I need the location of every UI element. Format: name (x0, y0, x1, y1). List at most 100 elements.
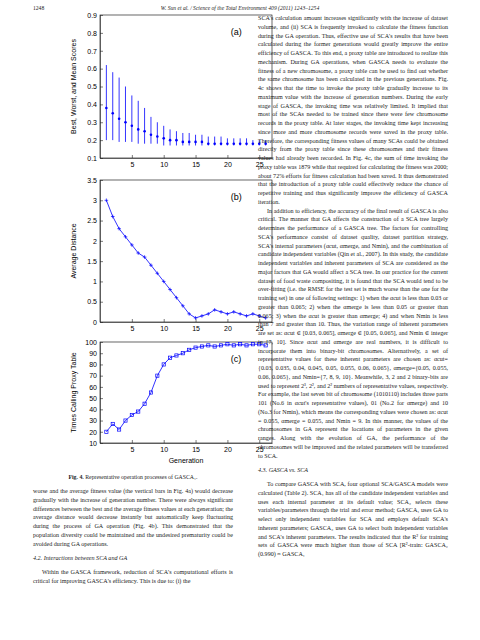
y-tick: 1.5 (87, 258, 103, 265)
y-tick-mark (100, 15, 103, 16)
y-tick: 0.6 (87, 65, 103, 72)
data-marker (194, 346, 197, 349)
x-tick: 10 (160, 440, 168, 453)
figure: 5101520250.10.20.30.40.50.60.70.80.9Best… (0, 0, 290, 470)
data-marker (238, 312, 242, 316)
mean-marker (124, 121, 127, 124)
data-marker (219, 310, 223, 314)
text-column: SCA's calculation amount increases signi… (258, 14, 448, 559)
data-marker (175, 354, 178, 357)
y-tick-mark (100, 158, 103, 159)
y-tick: 2 (93, 238, 103, 245)
y-tick-label: 0.7 (87, 47, 97, 54)
mean-marker (156, 135, 159, 138)
y-tick-label: 3 (93, 197, 97, 204)
x-tick: 5 (130, 155, 134, 168)
y-tick-label: 10 (89, 440, 97, 447)
data-marker (156, 272, 160, 276)
x-tick-label: 5 (130, 161, 134, 168)
range-bar (208, 137, 209, 146)
x-tick: 20 (224, 440, 232, 453)
y-tick-mark (100, 409, 103, 410)
mean-marker (105, 107, 108, 110)
x-tick-mark (132, 155, 133, 158)
y-tick-mark (100, 421, 103, 422)
y-axis-title: Average Distance (70, 223, 78, 278)
y-tick: 2.5 (87, 217, 103, 224)
mean-marker (213, 142, 216, 145)
chart-panel: 510152025102030405060708090100Times Call… (70, 339, 273, 464)
range-bar (246, 138, 247, 145)
running-head: W. Sun et al. / Science of the Total Env… (0, 5, 480, 11)
mean-marker (194, 141, 197, 144)
x-tick-label: 20 (224, 325, 232, 332)
mean-marker (131, 125, 134, 128)
range-bar (214, 137, 215, 146)
range-bar (189, 133, 190, 146)
paragraph: In addition to efficiency, the accuracy … (258, 207, 448, 461)
mean-marker (207, 142, 210, 145)
y-tick-label: 0.1 (87, 155, 97, 162)
y-tick-label: 0 (93, 319, 97, 326)
y-tick-mark (100, 281, 103, 282)
x-axis-line (101, 158, 273, 159)
data-marker (143, 402, 146, 405)
y-tick-mark (100, 180, 103, 181)
x-tick-mark (132, 319, 133, 322)
page-number: 1248 (33, 5, 44, 11)
paragraph: Within the GASCA framework, reduction of… (33, 568, 233, 586)
data-marker (124, 419, 127, 422)
data-marker (162, 363, 165, 366)
y-tick-mark (100, 387, 103, 388)
y-tick-mark (100, 353, 103, 354)
data-marker (232, 310, 236, 314)
y-tick-mark (100, 221, 103, 222)
data-marker (105, 430, 108, 433)
y-tick-label: 0.3 (87, 119, 97, 126)
mean-marker (137, 128, 140, 131)
y-tick-mark (100, 364, 103, 365)
data-marker (181, 352, 184, 355)
range-bar (106, 65, 107, 140)
y-axis-title: Best, Worst, and Mean Scores (70, 39, 77, 134)
y-tick: 3.5 (87, 177, 103, 184)
data-marker (251, 343, 254, 346)
y-tick: 10 (89, 440, 103, 447)
x-tick-label: 10 (160, 325, 168, 332)
x-tick-mark (164, 440, 165, 443)
y-tick: 70 (89, 372, 103, 379)
y-tick-label: 3.5 (87, 177, 97, 184)
x-tick-label: 10 (160, 161, 168, 168)
y-tick-mark (100, 322, 103, 323)
mean-marker (245, 142, 248, 145)
data-marker (130, 243, 134, 247)
range-bar (138, 101, 139, 144)
data-marker (206, 312, 210, 316)
x-tick-mark (227, 319, 228, 322)
y-tick-label: 0.2 (87, 137, 97, 144)
x-tick: 20 (224, 319, 232, 332)
y-tick-label: 0.5 (87, 298, 97, 305)
x-tick-label: 15 (192, 325, 200, 332)
x-axis-title: Generation (169, 457, 204, 464)
data-marker (137, 410, 140, 413)
mean-marker (232, 142, 235, 145)
panel-label: (b) (231, 192, 242, 202)
y-tick: 1 (93, 278, 103, 285)
y-tick: 40 (89, 406, 103, 413)
y-tick-label: 1.5 (87, 258, 97, 265)
y-tick-label: 50 (89, 395, 97, 402)
data-marker (111, 215, 115, 219)
data-marker (213, 345, 216, 348)
data-layer (105, 343, 267, 434)
y-tick: 80 (89, 361, 103, 368)
mean-marker (252, 142, 255, 145)
y-tick: 60 (89, 384, 103, 391)
range-bar (144, 108, 145, 144)
chart-panel: 51015202500.511.522.533.5Average Distanc… (70, 177, 273, 332)
data-marker (194, 316, 198, 320)
y-tick: 0.5 (87, 298, 103, 305)
y-tick-label: 0.5 (87, 83, 97, 90)
range-bar (195, 135, 196, 146)
x-tick: 15 (192, 155, 200, 168)
